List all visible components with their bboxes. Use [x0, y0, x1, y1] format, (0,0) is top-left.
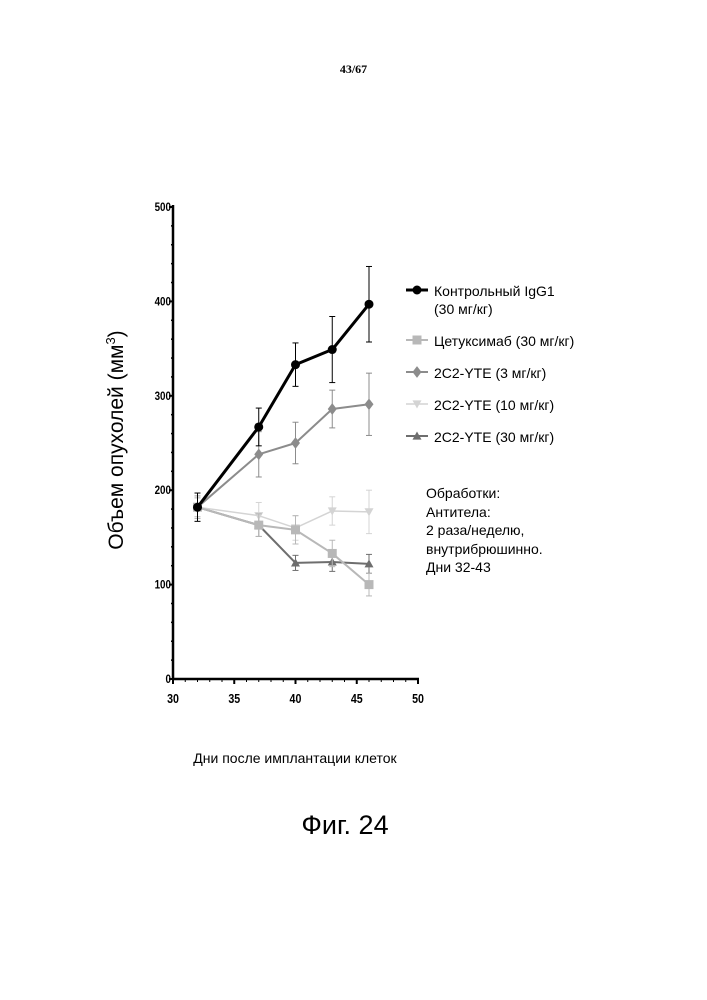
data-point: [291, 558, 300, 567]
page-number: 43/67: [339, 62, 368, 76]
legend-marker: [406, 285, 428, 295]
data-point: [254, 422, 264, 432]
y-tick-label: 300: [155, 390, 171, 403]
data-point: [291, 437, 300, 449]
legend-item: Контрольный IgG1 (30 мг/кг): [404, 282, 704, 318]
data-point: [327, 507, 337, 516]
data-point: [254, 448, 264, 461]
legend-symbol: [412, 285, 422, 295]
data-point: [364, 559, 374, 568]
y-tick-label: 500: [155, 201, 171, 214]
treatment-note-line: внутрибрюшинно.: [426, 540, 543, 557]
legend-label: 2C2-YTE (10 мг/кг): [434, 397, 555, 413]
chart-series-group: [193, 265, 374, 597]
series-line: [197, 506, 370, 529]
data-point: [327, 548, 337, 558]
series-group: [193, 265, 374, 522]
treatment-note-line: Антитела:: [426, 503, 491, 520]
legend-label: 2C2-YTE (30 мг/кг): [434, 429, 555, 445]
data-point: [254, 520, 264, 530]
legend-marker: [406, 335, 428, 345]
legend-marker: [406, 431, 428, 440]
figure-caption: Фиг. 24: [301, 810, 389, 840]
y-axis-label: Объем опухолей (мм3): [103, 330, 129, 549]
data-point: [291, 525, 300, 535]
data-point: [364, 508, 374, 517]
treatment-note-line: Обработки:: [426, 485, 501, 501]
x-tick-label: 45: [351, 691, 363, 706]
series-group: [193, 497, 374, 574]
treatment-note-line: 2 раза/неделю,: [426, 522, 525, 538]
series-group: [193, 372, 374, 520]
legend-label: Цетуксимаб (30 мг/кг): [434, 333, 575, 349]
data-point: [327, 403, 337, 415]
legend-marker: [406, 366, 428, 378]
series-line: [196, 303, 371, 509]
legend-symbol: [412, 400, 422, 409]
legend-label: 2C2-YTE (3 мг/кг): [434, 365, 547, 381]
y-tick-label: 400: [155, 296, 171, 309]
legend-symbol: [412, 366, 422, 378]
legend-symbol: [412, 431, 422, 440]
y-axis-label-superscript: 3: [103, 337, 118, 345]
x-tick-label: 50: [412, 691, 424, 706]
series-line: [196, 403, 370, 508]
legend-marker: [406, 400, 428, 409]
y-tick-label: 200: [155, 484, 171, 497]
legend-symbol: [412, 335, 422, 345]
y-axis-label-suffix: ): [105, 330, 128, 338]
data-point: [364, 580, 374, 590]
chart-axes: 0 100 200 300 400 500 30 35 40 45 50: [155, 201, 425, 706]
data-point: [364, 398, 374, 411]
data-point: [193, 502, 202, 512]
x-tick-label: 35: [228, 691, 240, 706]
chart-legend: Контрольный IgG1 (30 мг/кг) Цетуксимаб (3…: [404, 282, 704, 460]
treatment-note-line: Дни 32-43: [426, 559, 491, 575]
series-group: [193, 489, 374, 541]
y-tick-label: 100: [155, 579, 171, 592]
x-axis-label: Дни после имплантации клеток: [193, 750, 397, 766]
legend-item: 2C2-YTE (30 мг/кг): [404, 428, 704, 446]
legend-item: 2C2-YTE (3 мг/кг): [404, 364, 704, 382]
series-line: [197, 506, 370, 586]
legend-item: 2C2-YTE (10 мг/кг): [404, 396, 704, 414]
x-tick-label: 30: [167, 691, 179, 706]
y-axis-label-text: Объем опухолей (мм: [105, 344, 128, 550]
data-point: [291, 360, 300, 370]
legend-label: Контрольный IgG1 (30 мг/кг): [434, 283, 555, 317]
x-tick-label: 40: [290, 691, 302, 706]
treatment-note: Обработки: Антитела: 2 раза/неделю, внут…: [426, 484, 543, 577]
legend-item: Цетуксимаб (30 мг/кг): [404, 332, 704, 350]
y-tick-label: 0: [166, 673, 171, 686]
data-point: [327, 345, 337, 355]
data-point: [364, 299, 374, 309]
